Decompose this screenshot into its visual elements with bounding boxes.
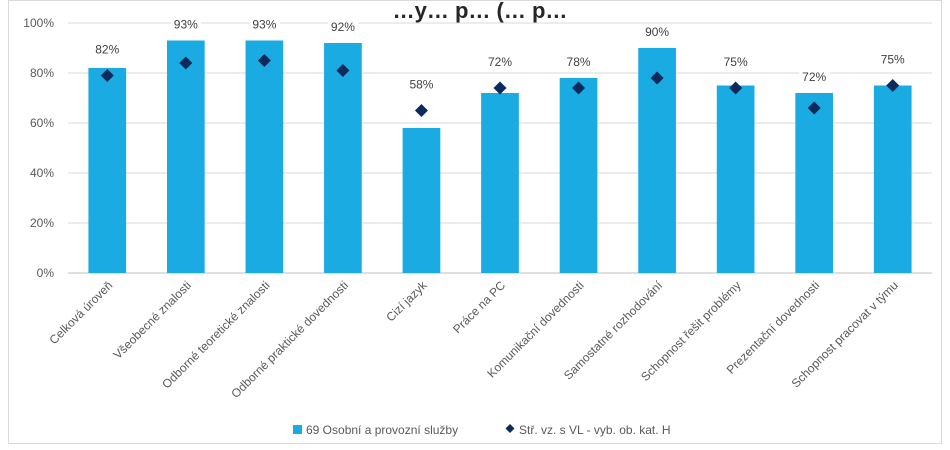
diamond-marker (336, 64, 350, 77)
data-label-background (327, 19, 359, 35)
bar-data-label: 93% (174, 18, 198, 32)
data-label-background (642, 24, 673, 40)
bar-data-label: 72% (802, 70, 826, 84)
bar (559, 78, 598, 273)
bar-data-label: 90% (645, 25, 669, 39)
bar-data-label: 72% (488, 55, 512, 69)
y-tick-label: 100% (23, 16, 54, 30)
diamond-marker (572, 81, 586, 95)
y-tick-label: 0% (37, 266, 55, 280)
bar-data-label: 93% (252, 18, 276, 32)
data-label-background (170, 16, 202, 33)
y-tick-label: 60% (30, 116, 54, 130)
data-label-background (92, 41, 123, 58)
legend-swatch-bar (293, 425, 302, 434)
bar (88, 68, 127, 273)
diamond-marker (257, 54, 271, 67)
diamond-marker (729, 81, 743, 95)
diamond-marker (100, 69, 114, 82)
diamond-marker (179, 56, 193, 70)
bar (873, 85, 912, 273)
chart-frame (8, 0, 942, 444)
bar (716, 85, 755, 273)
legend: 69 Osobní a provozní služby Stř. vz. s V… (293, 423, 671, 437)
bar (166, 40, 205, 273)
y-axis-ticks: 0% 20% 40% 60% 80% 100% (23, 16, 54, 280)
diamond-marker (886, 79, 900, 92)
data-label-background (563, 54, 594, 70)
legend-label-marker: Stř. vz. s VL - vyb. ob. kat. H (519, 423, 671, 437)
diamond-marker (414, 104, 428, 117)
data-label-background (877, 51, 909, 68)
y-tick-label: 20% (30, 216, 54, 230)
data-label-background (799, 69, 830, 85)
legend-swatch-diamond (505, 424, 515, 433)
bar-data-label: 75% (724, 55, 748, 69)
bar-data-label: 82% (95, 43, 119, 57)
bar-data-label: 92% (331, 20, 355, 34)
bar-data-label: 78% (567, 55, 591, 69)
chart-title: …y… p… (… p… (393, 0, 568, 23)
data-label-background (720, 54, 751, 70)
bar (481, 93, 519, 273)
data-label-background (484, 54, 516, 70)
data-labels: 82% 93% 93% 92% 58% 72% 78% 90% 75% 72% 75% (92, 16, 909, 93)
bar (245, 40, 284, 273)
bar (402, 128, 441, 273)
bar-data-label: 58% (409, 78, 433, 92)
diamond-marker (493, 81, 507, 95)
bar (324, 43, 362, 273)
bar-data-label: 75% (881, 53, 905, 67)
data-label-background (406, 76, 437, 93)
bar (638, 48, 676, 273)
bar-series (88, 40, 912, 273)
legend-label-bar: 69 Osobní a provozní služby (306, 423, 458, 437)
diamond-marker (650, 71, 664, 85)
y-tick-label: 40% (30, 166, 54, 180)
gridlines (68, 22, 932, 274)
bar (795, 93, 834, 273)
marker-series (100, 54, 900, 117)
y-tick-label: 80% (30, 66, 54, 80)
data-label-background (249, 16, 280, 33)
diamond-marker (807, 101, 821, 115)
